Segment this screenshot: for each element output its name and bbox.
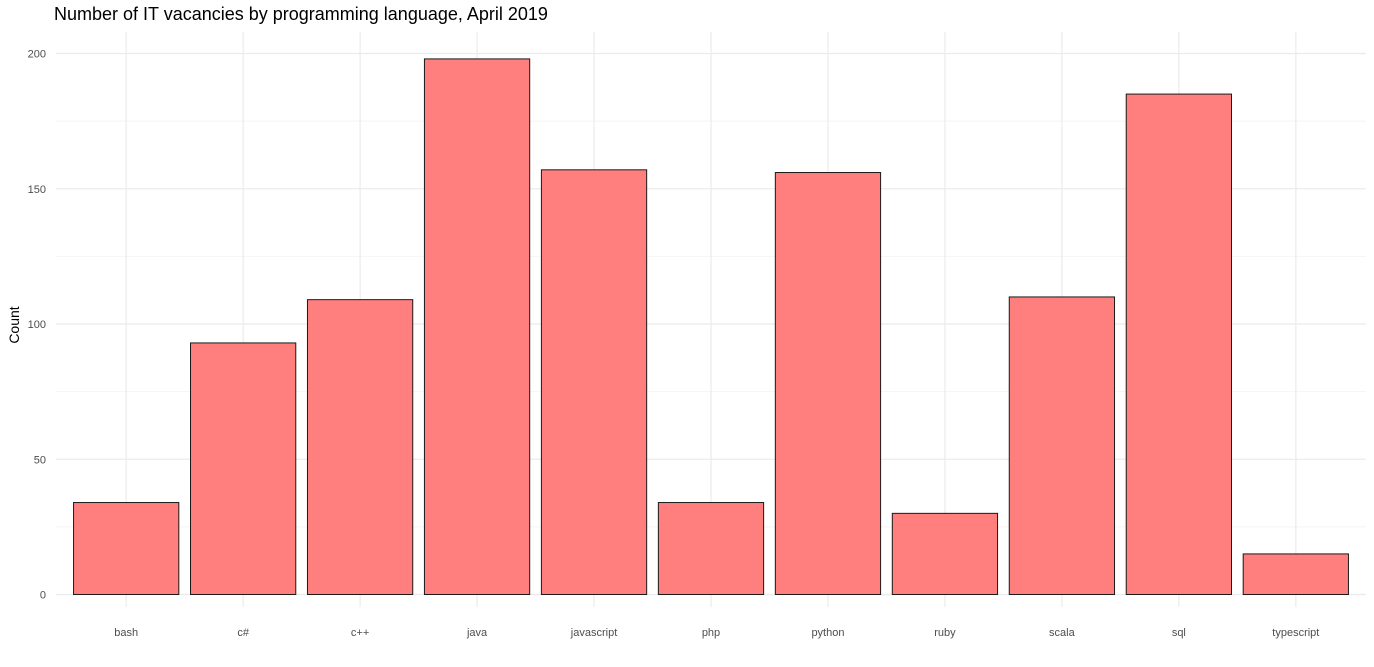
bar-scala — [1008, 296, 1116, 595]
x-tick-label: sql — [1172, 627, 1186, 639]
x-tick-label: c++ — [351, 627, 369, 639]
y-tick-label: 150 — [28, 184, 46, 196]
x-tick-label: ruby — [934, 627, 956, 639]
x-tick-label: php — [702, 627, 720, 639]
y-tick-labels: 0 50 100 150 200 — [28, 49, 46, 602]
x-tick-label: bash — [114, 627, 138, 639]
bars — [73, 58, 1349, 596]
x-tick-label: java — [466, 627, 488, 639]
bar-typescript — [1242, 553, 1349, 595]
y-tick-label: 200 — [28, 49, 46, 61]
bar-bash — [73, 502, 180, 595]
x-tick-label: python — [811, 627, 844, 639]
x-tick-label: scala — [1049, 627, 1076, 639]
bar-sql — [1125, 93, 1232, 595]
bar-javascript — [540, 169, 648, 595]
bar-python — [774, 172, 882, 596]
x-tick-label: javascript — [570, 627, 617, 639]
y-tick-label: 100 — [28, 319, 46, 331]
y-tick-label: 0 — [40, 590, 46, 602]
x-tick-label: typescript — [1272, 627, 1319, 639]
x-tick-label: c# — [237, 627, 250, 639]
bar-java — [423, 58, 531, 596]
y-tick-label: 50 — [34, 454, 46, 466]
bar-c# — [190, 342, 297, 595]
bar-php — [657, 502, 765, 595]
chart-title: Number of IT vacancies by programming la… — [54, 4, 548, 24]
bar-ruby — [891, 512, 999, 595]
x-tick-labels: bash c# c++ java javascript php python ruby scal… — [114, 627, 1319, 639]
bar-c++ — [306, 299, 414, 595]
